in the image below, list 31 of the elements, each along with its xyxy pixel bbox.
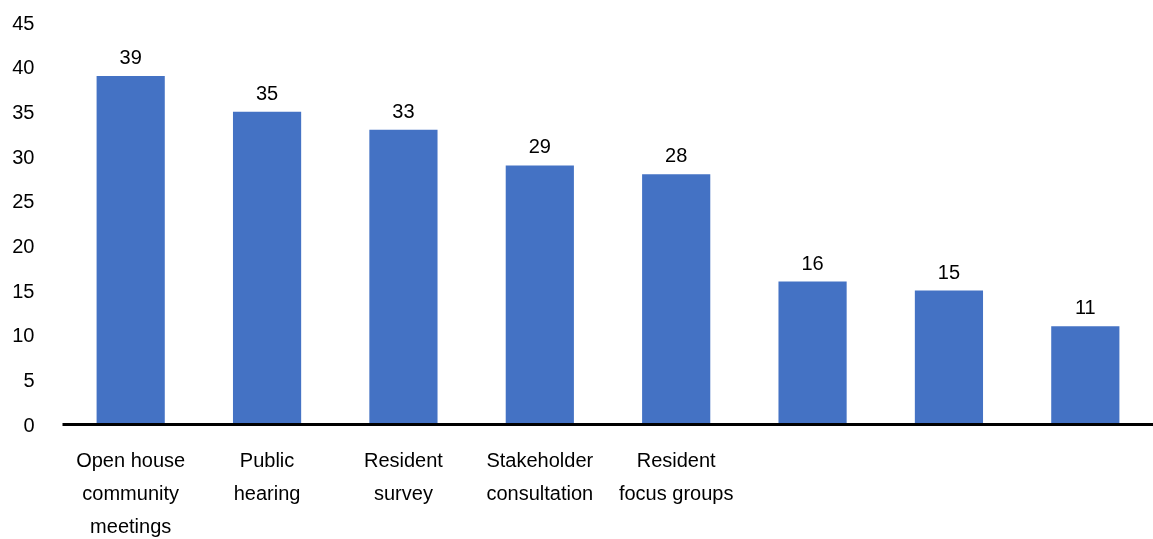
x-tick-label: Public hearing — [233, 448, 301, 504]
x-tick-label: Resident focus groups — [618, 448, 734, 504]
y-tick-label: 25 — [12, 190, 35, 213]
x-tick-label: Resident survey — [363, 448, 444, 504]
bar — [642, 174, 711, 425]
y-tick-label: 0 — [23, 413, 35, 436]
y-tick-label: 40 — [12, 56, 35, 79]
y-tick-label: 30 — [12, 145, 35, 168]
y-tick-label: 20 — [12, 234, 35, 257]
bar — [505, 165, 574, 425]
y-tick-label: 35 — [12, 100, 35, 123]
y-tick-label: 5 — [23, 368, 35, 391]
data-label: 11 — [1074, 296, 1096, 319]
bar — [914, 290, 984, 425]
bar — [1051, 326, 1120, 425]
x-tick-label: Open house community meetings — [76, 448, 186, 537]
data-label: 39 — [119, 46, 142, 69]
x-tick-label: Stakeholder consultation — [486, 448, 594, 504]
bar — [96, 76, 165, 425]
data-label: 16 — [801, 251, 824, 274]
bar — [232, 111, 302, 425]
y-tick-label: 45 — [12, 11, 35, 34]
y-tick-label: 10 — [12, 324, 35, 347]
bar — [778, 281, 847, 425]
data-label: 35 — [255, 81, 279, 104]
y-tick-label: 15 — [12, 279, 35, 302]
data-label: 33 — [392, 99, 415, 122]
data-label: 15 — [937, 260, 961, 283]
data-label: 29 — [528, 135, 551, 158]
bar — [369, 129, 438, 425]
data-label: 28 — [665, 144, 688, 167]
